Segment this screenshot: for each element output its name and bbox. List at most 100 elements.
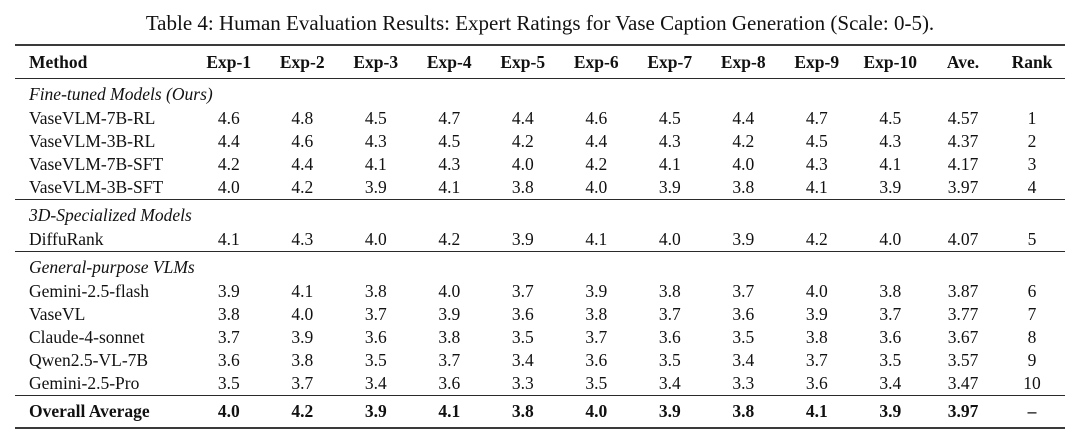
- cell: 4.0: [438, 281, 461, 301]
- cell-ave: 3.77: [947, 304, 979, 324]
- col-header-exp3: Exp-3: [353, 51, 399, 72]
- cell: 4.1: [438, 401, 461, 421]
- cell: 3.4: [364, 373, 387, 393]
- cell-rank: 9: [1027, 350, 1037, 370]
- cell-ave: 3.67: [947, 327, 979, 347]
- cell: 3.3: [511, 373, 534, 393]
- cell: 3.9: [438, 304, 461, 324]
- table-row: VaseVLM-7B-RL 4.6 4.8 4.5 4.7 4.4 4.6 4.…: [15, 107, 1065, 130]
- cell: 3.9: [879, 177, 902, 197]
- cell: 4.5: [364, 108, 387, 128]
- cell: 4.2: [291, 401, 314, 421]
- cell: 3.6: [438, 373, 461, 393]
- cell: 4.0: [291, 304, 314, 324]
- cell: 4.0: [732, 154, 755, 174]
- cell: 4.6: [217, 108, 240, 128]
- cell-ave: 3.57: [947, 350, 979, 370]
- cell: 4.0: [658, 229, 681, 249]
- cell: 4.1: [438, 177, 461, 197]
- cell: 4.3: [364, 131, 387, 151]
- cell: 3.6: [364, 327, 387, 347]
- section-finetuned-models: Fine-tuned Models (Ours) VaseVLM-7B-RL 4…: [15, 79, 1065, 200]
- cell: 3.9: [658, 401, 681, 421]
- cell: 3.9: [511, 229, 534, 249]
- cell: 3.9: [364, 177, 387, 197]
- cell-rank: –: [1027, 401, 1037, 421]
- results-table: Method Exp-1 Exp-2 Exp-3 Exp-4 Exp-5 Exp…: [15, 44, 1065, 429]
- cell: 3.9: [585, 281, 608, 301]
- cell: 4.1: [217, 229, 240, 249]
- section-3d-specialized: 3D-Specialized Models DiffuRank 4.1 4.3 …: [15, 200, 1065, 252]
- method-name: Gemini-2.5-Pro: [29, 373, 140, 393]
- section-header-row: General-purpose VLMs: [15, 252, 1065, 281]
- cell: 4.0: [805, 281, 828, 301]
- col-header-exp1: Exp-1: [206, 51, 252, 72]
- cell: 4.2: [291, 177, 314, 197]
- cell: 3.8: [511, 401, 534, 421]
- cell: 3.7: [291, 373, 314, 393]
- col-header-exp7: Exp-7: [647, 51, 693, 72]
- cell: 4.1: [879, 154, 902, 174]
- method-name: DiffuRank: [29, 229, 104, 249]
- cell: 4.7: [438, 108, 461, 128]
- cell: 4.6: [585, 108, 608, 128]
- section-label: Fine-tuned Models (Ours): [29, 84, 213, 104]
- cell: 3.9: [291, 327, 314, 347]
- table-row: DiffuRank 4.1 4.3 4.0 4.2 3.9 4.1 4.0 3.…: [15, 228, 1065, 252]
- section-label: General-purpose VLMs: [29, 257, 195, 277]
- cell: 3.8: [879, 281, 902, 301]
- cell: 4.0: [217, 177, 240, 197]
- cell: 3.5: [217, 373, 240, 393]
- table-row: VaseVLM-7B-SFT 4.2 4.4 4.1 4.3 4.0 4.2 4…: [15, 153, 1065, 176]
- cell: 3.8: [732, 401, 755, 421]
- cell: 4.5: [438, 131, 461, 151]
- section-header-row: 3D-Specialized Models: [15, 200, 1065, 229]
- cell: 3.7: [658, 304, 681, 324]
- cell: 4.5: [879, 108, 902, 128]
- cell: 4.3: [291, 229, 314, 249]
- cell: 4.5: [658, 108, 681, 128]
- col-header-method: Method: [29, 51, 88, 72]
- cell: 4.3: [879, 131, 902, 151]
- cell: 3.8: [291, 350, 314, 370]
- cell: 3.5: [511, 327, 534, 347]
- cell: 3.3: [732, 373, 755, 393]
- cell: 3.6: [511, 304, 534, 324]
- method-name: Qwen2.5-VL-7B: [29, 350, 149, 370]
- cell: 3.6: [585, 350, 608, 370]
- table-caption: Table 4: Human Evaluation Results: Exper…: [145, 11, 935, 35]
- method-name: VaseVL: [29, 304, 86, 324]
- cell: 3.7: [732, 281, 755, 301]
- method-name: VaseVLM-3B-SFT: [29, 177, 164, 197]
- table-footer: Overall Average 4.0 4.2 3.9 4.1 3.8 4.0 …: [15, 396, 1065, 429]
- method-name: VaseVLM-7B-SFT: [29, 154, 164, 174]
- cell-ave: 3.87: [947, 281, 979, 301]
- table-row: Gemini-2.5-Pro 3.5 3.7 3.4 3.6 3.3 3.5 3…: [15, 372, 1065, 396]
- cell: 3.7: [438, 350, 461, 370]
- table-header: Method Exp-1 Exp-2 Exp-3 Exp-4 Exp-5 Exp…: [15, 45, 1065, 79]
- cell: 3.8: [585, 304, 608, 324]
- cell: 3.5: [879, 350, 902, 370]
- section-general-purpose: General-purpose VLMs Gemini-2.5-flash 3.…: [15, 252, 1065, 396]
- cell: 3.6: [732, 304, 755, 324]
- cell: 3.8: [364, 281, 387, 301]
- cell: 3.9: [658, 177, 681, 197]
- cell: 4.2: [805, 229, 828, 249]
- cell-rank: 6: [1027, 281, 1037, 301]
- cell: 4.3: [438, 154, 461, 174]
- cell: 3.7: [511, 281, 534, 301]
- cell: 3.9: [732, 229, 755, 249]
- table-row: VaseVLM-3B-SFT 4.0 4.2 3.9 4.1 3.8 4.0 3…: [15, 176, 1065, 200]
- cell-rank: 3: [1027, 154, 1037, 174]
- cell: 4.6: [291, 131, 314, 151]
- table-row: VaseVLM-3B-RL 4.4 4.6 4.3 4.5 4.2 4.4 4.…: [15, 130, 1065, 153]
- cell: 3.8: [217, 304, 240, 324]
- cell: 4.1: [291, 281, 314, 301]
- cell-ave: 4.37: [947, 131, 979, 151]
- cell: 4.3: [805, 154, 828, 174]
- table-row: VaseVL 3.8 4.0 3.7 3.9 3.6 3.8 3.7 3.6 3…: [15, 303, 1065, 326]
- cell-rank: 8: [1027, 327, 1037, 347]
- cell: 4.0: [511, 154, 534, 174]
- cell: 4.3: [658, 131, 681, 151]
